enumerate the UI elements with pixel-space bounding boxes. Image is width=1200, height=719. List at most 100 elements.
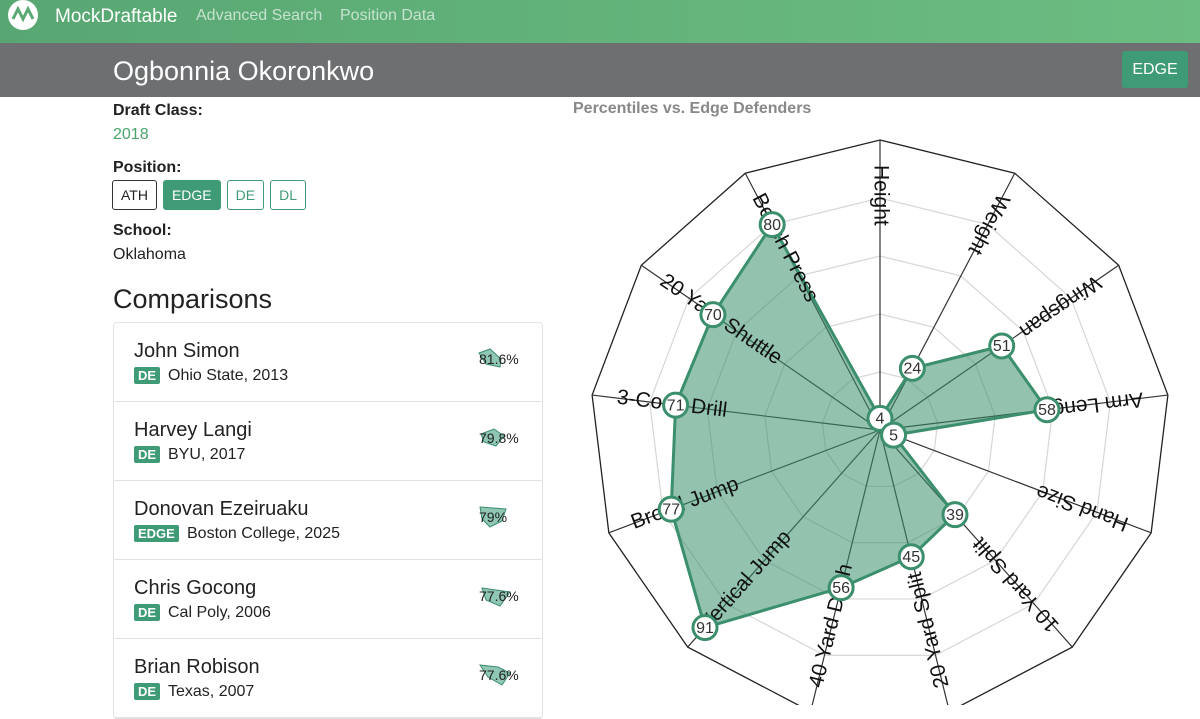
draft-class[interactable]: 2018 [113, 126, 149, 143]
grid-ring [764, 313, 996, 544]
player-name: Ogbonnia Okoronkwo [113, 56, 375, 86]
chart-title: Percentiles vs. Edge Defenders [573, 100, 811, 117]
position-button[interactable]: DE [226, 180, 265, 210]
comparison-name[interactable]: John Simon [134, 340, 240, 362]
value-label: 39 [946, 507, 964, 524]
brand[interactable]: MockDraftable [55, 6, 178, 27]
comparison-name[interactable]: Chris Gocong [134, 577, 257, 599]
comparison-school: Boston College, 2025 [187, 525, 340, 542]
position-badge[interactable]: EDGE [1122, 51, 1188, 88]
value-label: 58 [1038, 402, 1056, 419]
axis-spoke [879, 429, 949, 705]
similarity: 79.8% [479, 430, 519, 446]
axis-label: Vertical Jump [695, 526, 796, 636]
axis-spoke [879, 264, 1120, 431]
axis-label: Hand Size [1033, 480, 1132, 536]
value-label: 56 [832, 580, 850, 597]
similarity: 77.6% [479, 588, 519, 604]
axis-label: Bench Press [748, 190, 824, 306]
mini-radar [478, 348, 502, 368]
value-label: 91 [696, 620, 714, 637]
mini-radar [479, 506, 507, 528]
axis-spoke [744, 172, 881, 431]
value-label: 4 [876, 411, 885, 428]
position-badge: EDGE [134, 525, 179, 542]
mini-radar-shape [481, 587, 511, 607]
axis-label: Broad Jump [628, 472, 742, 534]
value-point [880, 421, 908, 449]
position-button[interactable]: ATH [112, 180, 157, 210]
position-badge: DE [134, 367, 161, 384]
position-button[interactable]: DL [270, 180, 307, 210]
navbar: MockDraftable Advanced Search Position D… [0, 0, 1200, 43]
comparison-item[interactable]: Donovan Ezeiruaku EDGE Boston College, 202… [114, 481, 542, 560]
axis-label: Height [869, 165, 892, 226]
axis-label: 20 Yard Shuttle [656, 269, 787, 369]
comparison-school: BYU, 2017 [168, 446, 246, 463]
axis-spoke [879, 429, 1073, 648]
value-label: 80 [763, 217, 781, 234]
value-label: 70 [704, 307, 722, 324]
axis-spoke [811, 429, 881, 705]
axis-label: Arm Length [1034, 388, 1145, 424]
comparison-school: Texas, 2007 [168, 683, 255, 700]
mini-radar-shape [478, 348, 502, 368]
value-point [657, 495, 685, 523]
value-point [941, 501, 969, 529]
comparison-item[interactable]: John Simon DE Ohio State, 2013 81.6% [114, 323, 542, 402]
value-label: 71 [667, 397, 685, 414]
axis-label: 20 Yard Split [903, 570, 954, 691]
comparison-name[interactable]: Harvey Langi [134, 419, 252, 441]
logo[interactable] [5, 0, 41, 33]
value-point [691, 614, 719, 642]
similarity: 79% [479, 509, 508, 525]
nav-link[interactable]: Position Data [340, 7, 436, 24]
axis-label: 40 Yard Dash [804, 562, 857, 690]
axis-spoke [879, 394, 1168, 431]
similarity: 81.6% [479, 351, 519, 367]
position-badge: DE [134, 683, 161, 700]
axis-spoke [592, 394, 881, 431]
axis-spoke [879, 429, 1152, 534]
section-title: Comparisons [113, 284, 273, 314]
position-button[interactable]: EDGE [162, 180, 221, 210]
position-badge: DE [134, 446, 161, 463]
mini-radar [478, 664, 511, 686]
nav-link[interactable]: Advanced Search [196, 7, 323, 24]
header: Ogbonnia Okoronkwo EDGE [0, 43, 1200, 97]
value-label: 51 [993, 338, 1011, 355]
axis-label: 3-Cone Drill [616, 386, 729, 422]
similarity: 77.6% [479, 667, 519, 683]
label: Position: [113, 159, 182, 176]
comparison-item[interactable]: Chris Gocong DE Cal Poly, 2006 77.6% [114, 560, 542, 639]
axis-label: Weight [964, 190, 1015, 258]
value-point [699, 301, 727, 329]
comparison-school: Ohio State, 2013 [168, 367, 289, 384]
mini-radar-shape [478, 664, 511, 686]
mini-radar [480, 428, 505, 447]
position-badge: DE [134, 604, 161, 621]
value-point [1033, 396, 1061, 424]
comparison-name[interactable]: Brian Robison [134, 656, 260, 678]
value-label: 45 [902, 549, 920, 566]
value-point [866, 404, 894, 432]
school: Oklahoma [113, 246, 186, 263]
axis-label: 10 Yard Split [968, 533, 1064, 637]
value-label: 77 [662, 501, 680, 518]
label: School: [113, 222, 172, 239]
comparison-name[interactable]: Donovan Ezeiruaku [134, 498, 309, 520]
comparison-item[interactable]: Harvey Langi DE BYU, 2017 79.8% [114, 402, 542, 481]
comparison-item[interactable]: Brian Robison DE Texas, 2007 77.6% [114, 639, 542, 718]
mini-radar-shape [479, 506, 507, 528]
comparison-list: John Simon DE Ohio State, 2013 81.6% Harvey … [113, 322, 543, 719]
grid-ring [706, 255, 1054, 600]
mini-radar-shape [480, 428, 505, 447]
axis-spoke [687, 429, 881, 648]
value-point [898, 354, 926, 382]
radar-area [669, 223, 1049, 630]
mini-radar [481, 587, 511, 607]
value-point [758, 211, 786, 239]
value-point [827, 574, 855, 602]
position-buttons: ATH EDGE DE DL [112, 180, 307, 210]
